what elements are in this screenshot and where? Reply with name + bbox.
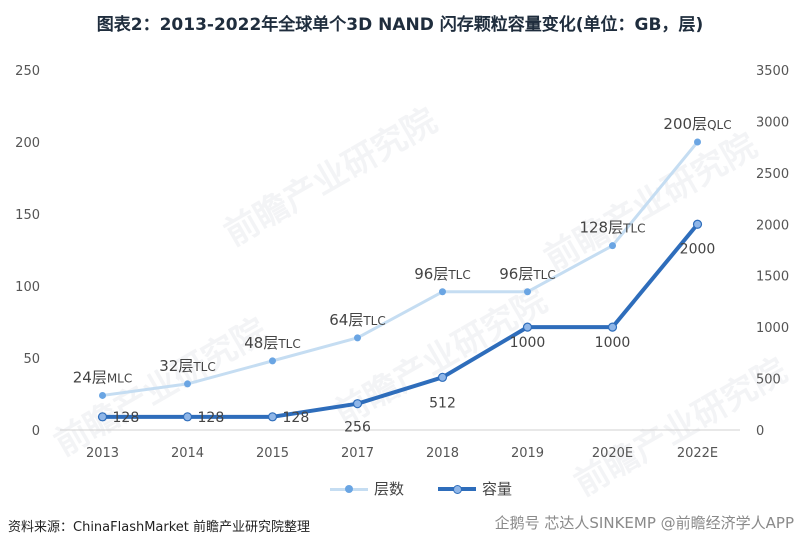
- y-left-tick-label: 50: [23, 352, 40, 367]
- chart-legend: 层数 容量: [330, 478, 512, 499]
- data-label-capacity: 128: [283, 410, 310, 426]
- x-tick-label: 2013: [86, 446, 119, 461]
- data-label-layers: 200层QLC: [663, 115, 731, 133]
- legend-label-capacity: 容量: [482, 480, 513, 498]
- data-point-layers: [99, 391, 106, 399]
- y-left-tick-label: 200: [15, 136, 40, 151]
- x-tick-label: 2015: [256, 446, 289, 461]
- y-right-tick-label: 2000: [756, 218, 789, 233]
- footer-watermark: 企鹅号 芯达人SINKEMP @前瞻经济学人APP: [494, 514, 794, 532]
- data-label-capacity: 128: [113, 410, 140, 426]
- y-left-tick-label: 250: [15, 64, 40, 79]
- data-label-layers: 64层TLC: [329, 311, 386, 329]
- x-tick-label: 2017: [341, 446, 374, 461]
- x-tick-label: 2022E: [677, 446, 718, 461]
- x-tick-label: 2019: [511, 446, 544, 461]
- data-point-layers: [184, 380, 191, 388]
- chart-title: 图表2：2013-2022年全球单个3D NAND 闪存颗粒容量变化(单位：GB…: [96, 15, 704, 35]
- legend-item-layers: 层数: [330, 478, 404, 499]
- data-point-capacity: [692, 219, 703, 229]
- data-label-capacity: 2000: [680, 241, 716, 257]
- x-tick-label: 2014: [171, 446, 204, 461]
- data-label-layers: 96层TLC: [499, 265, 556, 283]
- y-right-tick-label: 1500: [756, 270, 789, 285]
- data-point-layers: [439, 288, 446, 296]
- series-line-capacity: [102, 223, 700, 419]
- legend-swatch-layers: [330, 484, 368, 494]
- data-point-capacity: [352, 399, 363, 409]
- data-point-capacity: [607, 322, 618, 332]
- y-right-tick-label: 0: [756, 424, 764, 439]
- y-left-tick-label: 150: [15, 208, 40, 223]
- data-point-capacity: [522, 322, 533, 332]
- data-point-capacity: [97, 412, 108, 422]
- y-right-tick-label: 3500: [756, 64, 789, 79]
- data-label-capacity: 128: [198, 410, 225, 426]
- data-label-layers: 128层TLC: [579, 219, 645, 237]
- data-label-layers: 24层MLC: [73, 368, 133, 386]
- data-label-layers: 32层TLC: [159, 357, 216, 375]
- legend-item-capacity: 容量: [438, 478, 512, 499]
- y-left-tick-label: 100: [15, 280, 40, 295]
- data-point-capacity: [437, 372, 448, 382]
- data-point-layers: [269, 357, 276, 365]
- data-label-layers: 96层TLC: [414, 265, 471, 283]
- data-point-layers: [354, 334, 361, 342]
- series-line-layers: [102, 141, 699, 397]
- x-tick-label: 2018: [426, 446, 459, 461]
- data-label-capacity: 1000: [595, 335, 631, 351]
- data-point-capacity: [182, 412, 193, 422]
- y-right-tick-label: 500: [756, 373, 781, 388]
- y-right-tick-label: 1000: [756, 321, 789, 336]
- data-point-layers: [524, 288, 531, 296]
- data-point-layers: [694, 138, 701, 146]
- source-note: 资料来源：ChinaFlashMarket 前瞻产业研究院整理: [8, 520, 311, 535]
- data-label-layers: 48层TLC: [244, 334, 301, 352]
- x-tick-label: 2020E: [592, 446, 633, 461]
- data-label-capacity: 512: [429, 395, 456, 411]
- y-right-tick-label: 3000: [756, 115, 789, 130]
- y-left-tick-label: 0: [32, 424, 40, 439]
- legend-swatch-capacity: [438, 484, 477, 494]
- data-label-capacity: 1000: [510, 335, 546, 351]
- y-right-tick-label: 2500: [756, 167, 789, 182]
- data-label-capacity: 256: [344, 420, 371, 436]
- data-point-capacity: [267, 412, 278, 422]
- legend-label-layers: 层数: [374, 480, 405, 498]
- data-point-layers: [609, 242, 616, 250]
